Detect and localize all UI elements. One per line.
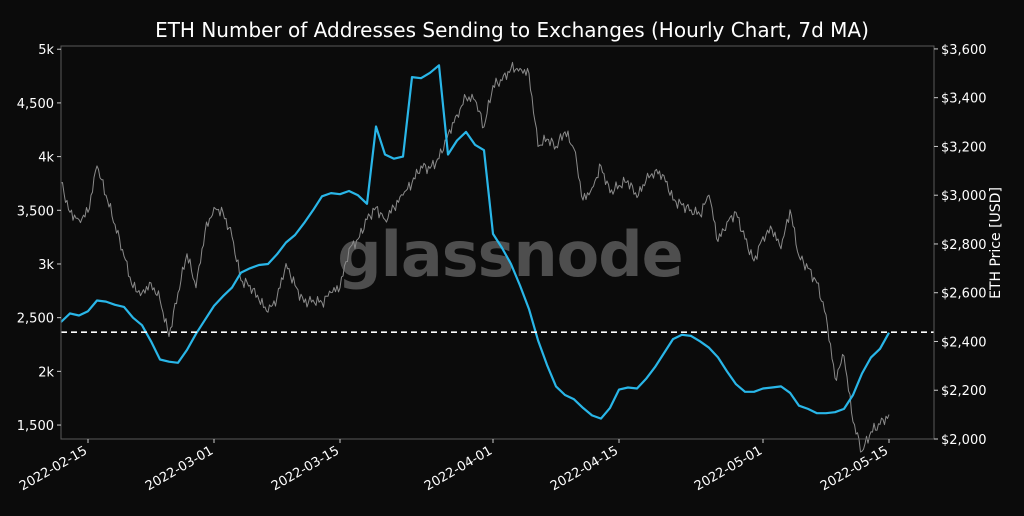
left-tick-label: 3,500 xyxy=(17,204,54,219)
right-tick-label: $2,800 xyxy=(941,238,987,253)
address-series-layer xyxy=(60,64,890,420)
left-tick-label: 4k xyxy=(38,151,54,166)
plot-frame xyxy=(60,45,935,440)
left-tick-label: 2,500 xyxy=(17,312,54,327)
left-tick-label: 1,500 xyxy=(17,419,54,434)
right-tick-label: $3,000 xyxy=(941,189,987,204)
chart-title: ETH Number of Addresses Sending to Excha… xyxy=(155,18,869,42)
right-tick-label: $3,600 xyxy=(941,43,987,58)
right-axis-label: ETH Price [USD] xyxy=(988,187,1004,299)
watermark-logo: glassnode xyxy=(337,218,682,291)
left-tick-label: 3k xyxy=(38,258,54,273)
right-tick-label: $2,200 xyxy=(941,384,987,399)
left-tick-label: 5k xyxy=(38,43,54,58)
right-tick-label: $3,200 xyxy=(941,140,987,155)
addresses-sending-line xyxy=(60,64,890,420)
price-series-layer xyxy=(60,61,890,453)
right-y-axis: $2,000 $2,200 $2,400 $2,600 $2,800 $3,000 $3,2… xyxy=(934,43,987,448)
right-tick-label: $2,400 xyxy=(941,335,987,350)
eth-price-line xyxy=(60,61,890,453)
right-tick-label: $2,600 xyxy=(941,287,987,302)
right-tick-label: $2,000 xyxy=(941,433,987,448)
left-y-axis: 1,500 2k 2,500 3k 3,500 4k 4,500 5k xyxy=(17,43,61,434)
left-tick-label: 4,500 xyxy=(17,97,54,112)
left-tick-label: 2k xyxy=(38,365,54,380)
right-tick-label: $3,400 xyxy=(941,92,987,107)
